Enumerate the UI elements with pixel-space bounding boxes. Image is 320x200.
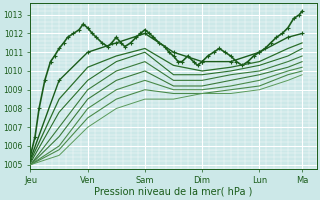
X-axis label: Pression niveau de la mer( hPa ): Pression niveau de la mer( hPa ) <box>94 187 253 197</box>
